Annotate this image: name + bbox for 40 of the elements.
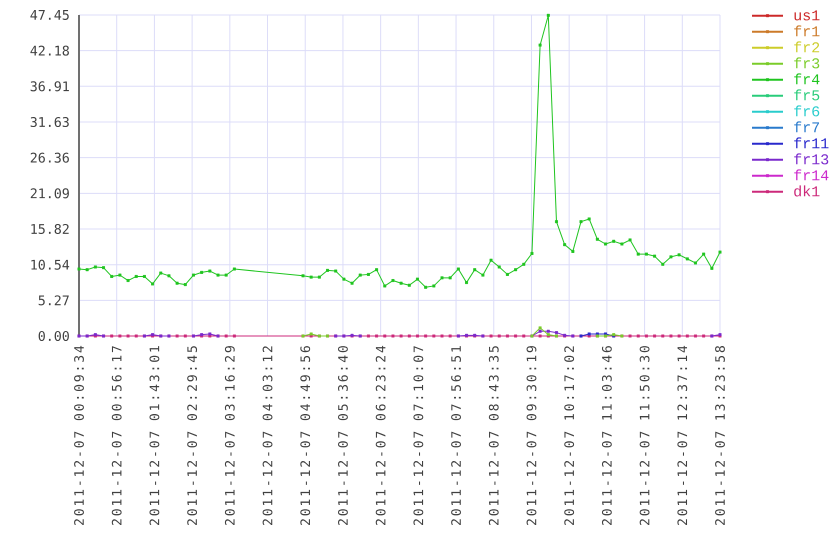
- x-tick-label: 2011-12-07 05:36:40: [338, 346, 348, 525]
- x-tick-label: 2011-12-07 04:03:12: [262, 346, 272, 525]
- legend-label: fr2: [794, 41, 820, 52]
- x-tick-label: 2011-12-07 04:49:56: [300, 346, 310, 525]
- legend-label: fr7: [794, 121, 820, 132]
- x-tick-label: 2011-12-07 11:03:46: [602, 346, 612, 525]
- legend-label: fr13: [794, 153, 828, 164]
- y-tick-label: 36.91: [30, 81, 69, 92]
- x-tick-label: 2011-12-07 08:43:35: [488, 346, 499, 525]
- y-tick-label: 5.27: [38, 295, 69, 306]
- y-tick-label: 10.54: [31, 260, 70, 270]
- y-tick-label: 26.36: [30, 152, 69, 163]
- legend-label: fr11: [794, 137, 828, 148]
- x-tick-label: 2011-12-07 07:10:07: [413, 346, 424, 525]
- legend-label: fr5: [794, 89, 820, 100]
- legend-label: fr4: [794, 73, 820, 84]
- x-tick-label: 2011-12-07 01:43:01: [149, 346, 160, 525]
- legend-label: fr1: [794, 25, 820, 36]
- x-tick-label: 2011-12-07 00:56:17: [112, 346, 122, 525]
- x-tick-label: 2011-12-07 09:30:19: [526, 346, 536, 525]
- x-tick-label: 2011-12-07 12:37:14: [677, 346, 688, 525]
- y-tick-label: 42.18: [30, 46, 69, 56]
- legend-label: fr3: [794, 57, 820, 68]
- legend-label: us1: [794, 10, 820, 20]
- legend-label: fr6: [794, 105, 820, 116]
- y-tick-label: 21.09: [30, 188, 69, 198]
- x-tick-label: 2011-12-07 02:29:45: [187, 346, 198, 525]
- legend-label: fr14: [794, 169, 828, 180]
- y-tick-label: 15.82: [31, 224, 69, 234]
- y-tick-label: 31.63: [30, 117, 69, 128]
- x-tick-label: 2011-12-07 13:23:58: [715, 346, 725, 525]
- x-tick-label: 2011-12-07 07:56:51: [451, 346, 461, 525]
- x-tick-label: 2011-12-07 06:23:24: [376, 346, 386, 525]
- legend-label: dk1: [794, 185, 820, 196]
- x-tick-label: 2011-12-07 03:16:29: [224, 346, 235, 525]
- x-tick-label: 2011-12-07 10:17:02: [564, 346, 574, 525]
- x-tick-label: 2011-12-07 00:09:34: [74, 346, 84, 525]
- y-tick-label: 47.45: [30, 10, 69, 20]
- y-tick-label: 0.00: [38, 330, 69, 342]
- x-tick-label: 2011-12-07 11:50:30: [640, 346, 650, 525]
